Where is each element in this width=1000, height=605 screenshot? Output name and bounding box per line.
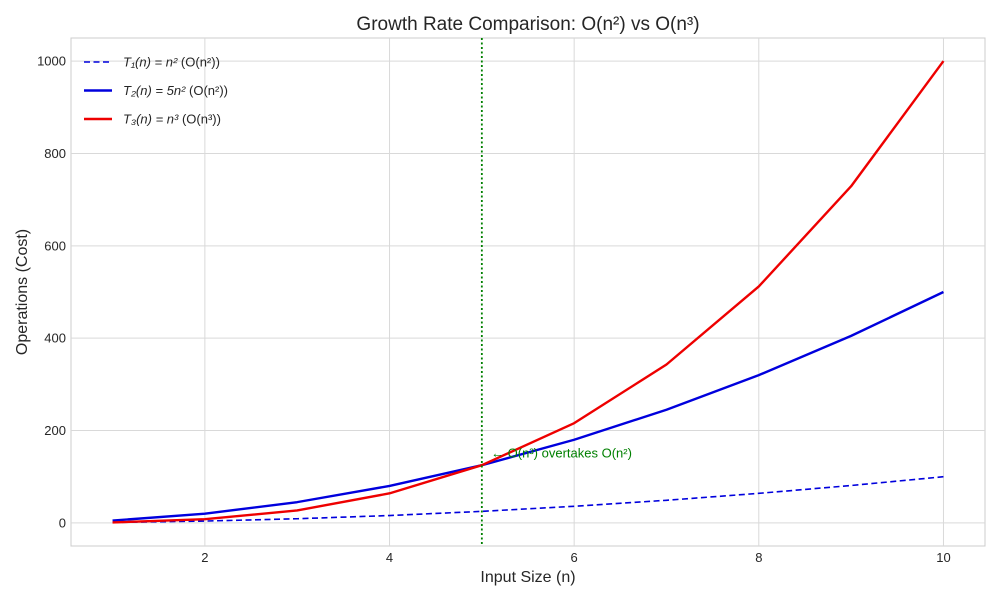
x-axis-ticks: 2 4 6 8 10 [201, 550, 950, 565]
y-axis-label: Operations (Cost) [14, 229, 31, 355]
x-axis-label: Input Size (n) [480, 569, 575, 586]
legend-formula: T₁(n) = n² [123, 55, 178, 70]
legend-entry-1: T₁(n) = n² (O(n²)) [123, 55, 220, 70]
crossover-annotation: ← O(n³) overtakes O(n²) [491, 446, 632, 461]
legend-entry-2: T₂(n) = 5n² (O(n²)) [123, 83, 228, 98]
y-tick-label: 400 [44, 331, 66, 346]
plot-area [70, 37, 986, 547]
series-line-1 [112, 475, 944, 524]
legend: T₁(n) = n² (O(n²))T₂(n) = 5n² (O(n²))T₃(… [84, 55, 228, 127]
grid-lines [71, 38, 985, 546]
x-tick-label: 2 [201, 550, 208, 565]
y-tick-label: 800 [44, 146, 66, 161]
legend-formula: T₂(n) = 5n² [123, 83, 186, 98]
series-line-2 [112, 290, 944, 522]
y-tick-label: 600 [44, 238, 66, 253]
legend-complexity: (O(n²)) [185, 83, 228, 98]
y-tick-label: 1000 [37, 54, 66, 69]
series-lines [112, 60, 945, 524]
x-tick-label: 6 [571, 550, 578, 565]
y-tick-label: 0 [59, 515, 66, 530]
series-line-3 [112, 60, 945, 524]
y-tick-label: 200 [44, 423, 66, 438]
chart-title: Growth Rate Comparison: O(n²) vs O(n³) [356, 14, 699, 35]
y-axis-ticks: 0 200 400 600 800 1000 [37, 54, 66, 531]
legend-complexity: (O(n³)) [178, 112, 221, 127]
legend-complexity: (O(n²)) [177, 55, 220, 70]
x-tick-label: 4 [386, 550, 393, 565]
legend-entry-3: T₃(n) = n³ (O(n³)) [123, 112, 221, 127]
x-tick-label: 10 [936, 550, 950, 565]
legend-formula: T₃(n) = n³ [123, 112, 179, 127]
x-tick-label: 8 [755, 550, 762, 565]
